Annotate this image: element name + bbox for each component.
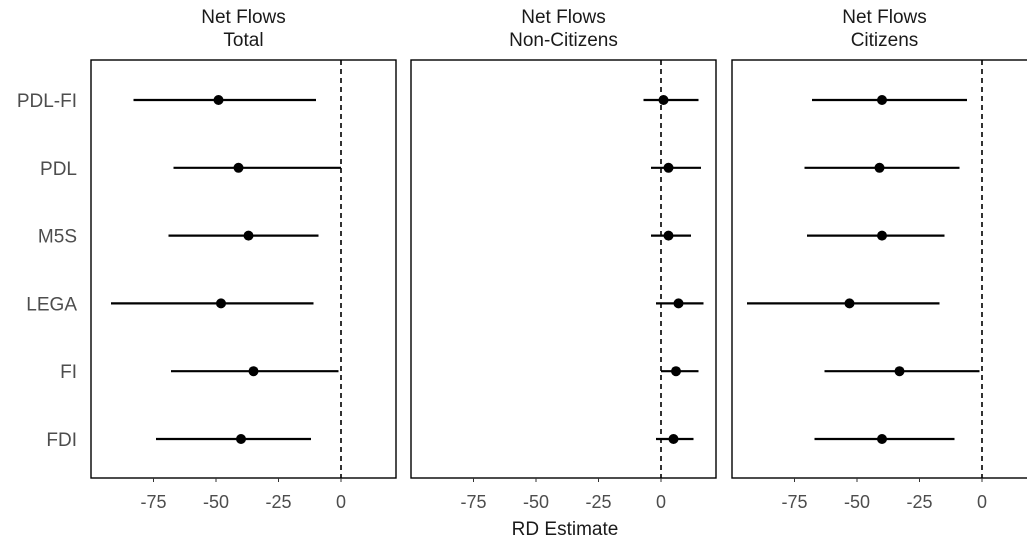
point-estimate-pdl bbox=[663, 162, 674, 173]
point-estimate-fi bbox=[894, 366, 905, 377]
panel-frame bbox=[731, 59, 1027, 479]
panel-title-line1: Net Flows bbox=[842, 7, 926, 28]
x-tick-label: 0 bbox=[656, 492, 666, 512]
panel-title-line2: Total bbox=[223, 30, 263, 51]
point-estimate-pdl bbox=[233, 162, 244, 173]
x-tick-label: -25 bbox=[585, 492, 611, 512]
point-estimate-pdl-fi bbox=[877, 95, 887, 105]
point-estimate-fdi bbox=[668, 434, 679, 444]
x-tick-label: -50 bbox=[203, 492, 229, 512]
x-tick-label: 0 bbox=[977, 492, 987, 512]
x-axis-title: RD Estimate bbox=[512, 519, 619, 540]
point-estimate-m5s bbox=[877, 230, 887, 241]
panel-frame bbox=[90, 59, 397, 479]
panel-title-line1: Net Flows bbox=[201, 7, 285, 28]
point-estimate-fi bbox=[671, 366, 681, 377]
panel-frame bbox=[410, 59, 717, 479]
x-tick-label: -50 bbox=[844, 492, 870, 512]
point-estimate-fi bbox=[248, 366, 259, 377]
category-label: FDI bbox=[46, 430, 77, 451]
x-tick-label: -50 bbox=[523, 492, 549, 512]
point-estimate-lega bbox=[844, 298, 855, 309]
x-tick-label: -25 bbox=[265, 492, 291, 512]
panel-title-line1: Net Flows bbox=[521, 7, 605, 28]
point-estimate-lega bbox=[673, 298, 684, 309]
point-estimate-pdl-fi bbox=[658, 95, 669, 105]
point-estimate-pdl bbox=[874, 162, 885, 173]
point-estimate-pdl-fi bbox=[213, 95, 224, 105]
x-tick-label: -75 bbox=[781, 492, 807, 512]
x-tick-label: -25 bbox=[906, 492, 932, 512]
point-estimate-m5s bbox=[243, 230, 254, 241]
point-estimate-fdi bbox=[236, 434, 246, 444]
point-estimate-m5s bbox=[663, 230, 674, 241]
panel-title-line2: Citizens bbox=[851, 30, 919, 51]
point-estimate-fdi bbox=[877, 434, 887, 444]
category-label: M5S bbox=[38, 227, 77, 248]
category-label: FI bbox=[60, 362, 77, 383]
x-tick-label: 0 bbox=[336, 492, 346, 512]
panel-title-line2: Non-Citizens bbox=[509, 30, 618, 51]
category-label: LEGA bbox=[26, 294, 77, 315]
x-tick-label: -75 bbox=[460, 492, 486, 512]
category-label: PDL bbox=[40, 159, 77, 180]
category-label: PDL-FI bbox=[17, 91, 77, 112]
x-tick-label: -75 bbox=[140, 492, 166, 512]
point-estimate-lega bbox=[216, 298, 226, 309]
